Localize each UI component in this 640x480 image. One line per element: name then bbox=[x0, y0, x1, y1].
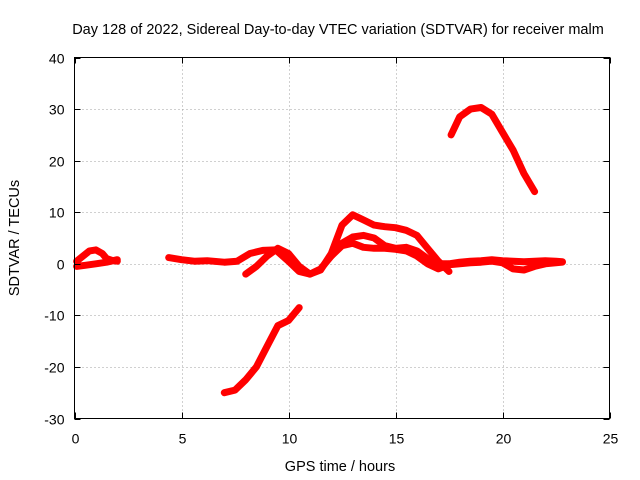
y-tick-label: 0 bbox=[57, 257, 65, 273]
x-tick-label: 0 bbox=[72, 431, 80, 447]
y-axis-label: SDTVAR / TECUs bbox=[7, 180, 23, 296]
y-tick-label: -20 bbox=[44, 360, 64, 376]
tick-marks bbox=[74, 57, 611, 420]
y-tick-label: -30 bbox=[44, 412, 64, 428]
tick-labels: 0 5 10 15 20 25 -30 -20 -10 0 10 20 30 40 bbox=[44, 51, 618, 447]
y-tick-label: 10 bbox=[49, 205, 65, 221]
series-seg-f bbox=[220, 304, 303, 397]
grid bbox=[74, 57, 610, 419]
y-tick-label: 20 bbox=[49, 154, 65, 170]
series-seg-b bbox=[73, 256, 121, 270]
series-layer bbox=[73, 104, 566, 397]
series-seg-d bbox=[242, 211, 453, 278]
y-tick-label: 30 bbox=[49, 102, 65, 118]
series-seg-g bbox=[447, 104, 539, 196]
x-axis-label: GPS time / hours bbox=[285, 459, 395, 475]
y-tick-label: -10 bbox=[44, 308, 64, 324]
plot-frame bbox=[74, 57, 610, 419]
x-tick-label: 5 bbox=[179, 431, 187, 447]
y-tick-label: 40 bbox=[49, 51, 65, 67]
x-tick-label: 15 bbox=[389, 431, 405, 447]
x-tick-label: 25 bbox=[603, 431, 619, 447]
series-seg-e bbox=[327, 231, 566, 268]
x-tick-label: 20 bbox=[496, 431, 512, 447]
x-tick-label: 10 bbox=[282, 431, 298, 447]
chart-title: Day 128 of 2022, Sidereal Day-to-day VTE… bbox=[72, 22, 604, 38]
